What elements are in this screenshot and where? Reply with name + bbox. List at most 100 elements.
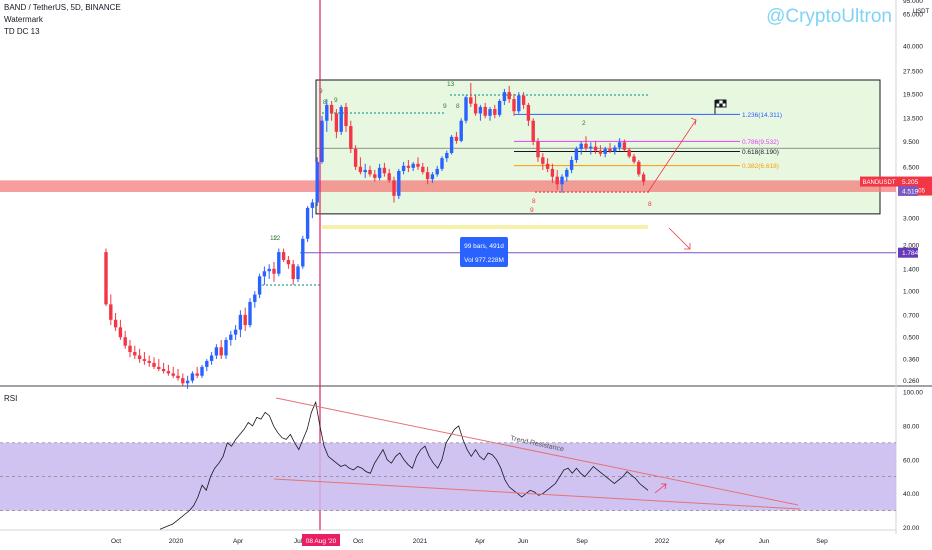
rsi-axis-tick: 60.00 <box>903 457 920 464</box>
rsi-title: RSI <box>4 394 18 403</box>
td-count-label: 12 <box>273 235 281 242</box>
candle-body <box>397 171 401 196</box>
candle-body <box>181 378 185 384</box>
price-tag-value: 1.784 <box>902 250 919 257</box>
time-axis-tick: Apr <box>715 538 726 545</box>
candle-body <box>387 173 391 181</box>
date-cursor-label: 08 Aug '20 <box>306 538 337 545</box>
candle-body <box>349 126 353 149</box>
price-axis-tick: 40.000 <box>903 44 923 51</box>
candle-body <box>262 271 267 277</box>
candle-body <box>315 161 319 203</box>
td-count-label: 9 <box>334 97 338 104</box>
rsi-axis-tick: 100.00 <box>903 390 923 397</box>
candle-body <box>411 163 415 168</box>
symbol-price-tag <box>860 176 898 187</box>
candle-body <box>209 355 214 361</box>
target-flag-check <box>716 100 720 104</box>
candle-body <box>382 167 387 174</box>
candle-body <box>392 180 396 196</box>
candle-body <box>195 373 199 376</box>
td-count-label: 8 <box>456 103 460 110</box>
candle-body <box>344 106 348 127</box>
candle-body <box>104 252 108 305</box>
candle-body <box>334 113 339 132</box>
candle-body <box>416 163 420 167</box>
projection-arrow-down <box>668 227 691 250</box>
candle-body <box>296 266 300 280</box>
candle-body <box>205 360 209 367</box>
rsi-axis-tick: 20.00 <box>903 525 920 532</box>
price-axis-tick: 0.260 <box>903 378 920 385</box>
candle-body <box>166 371 171 374</box>
candle-body <box>603 148 607 154</box>
price-axis-tick: 6.500 <box>903 164 920 171</box>
candle-body <box>502 92 507 101</box>
candle-body <box>161 368 166 372</box>
candle-body <box>113 319 118 328</box>
candle-body <box>185 380 190 384</box>
candle-body <box>574 148 579 161</box>
candle-body <box>137 355 142 360</box>
candle-body <box>320 120 324 162</box>
last-price-value: 5.205 <box>902 179 919 186</box>
price-axis-tick: 0.500 <box>903 335 920 342</box>
candle-body <box>157 366 161 369</box>
candle-body <box>301 238 305 267</box>
candle-body <box>176 375 180 379</box>
rsi-axis-tick: 80.00 <box>903 423 920 430</box>
candle-body <box>272 268 276 274</box>
candle-body <box>555 176 559 185</box>
time-axis-tick: Apr <box>475 538 486 545</box>
candle-body <box>464 97 468 121</box>
td-count-label: 2 <box>582 120 586 127</box>
fib-level-label: 0.618(8.190) <box>742 149 779 156</box>
candle-body <box>608 148 612 152</box>
candle-body <box>531 120 535 142</box>
measure-box <box>460 237 508 267</box>
candle-body <box>118 327 123 338</box>
candle-body <box>224 339 228 356</box>
candle-body <box>310 202 315 208</box>
rsi-series-line <box>159 400 649 530</box>
candle-body <box>373 174 377 178</box>
price-axis-tick: 19.500 <box>903 91 923 98</box>
candle-body <box>286 259 291 265</box>
candle-body <box>133 352 137 356</box>
candle-body <box>579 143 583 149</box>
projection-arrow-head <box>684 243 691 250</box>
candle-body <box>248 301 252 326</box>
price-axis-tick: 9.500 <box>903 139 920 146</box>
candle-body <box>440 158 444 169</box>
price-axis-tick: 95.000 <box>903 0 923 5</box>
price-axis-tick: 3.000 <box>903 216 920 223</box>
price-axis-tick: 2.000 <box>903 243 920 250</box>
candle-body <box>536 141 540 158</box>
candle-body <box>445 152 449 159</box>
td-count-label: 8 <box>323 99 327 106</box>
candle-body <box>565 169 569 177</box>
candle-body <box>267 268 271 272</box>
channel-rectangle <box>315 79 881 215</box>
rsi-arrow-head <box>661 483 667 490</box>
candle-body <box>613 147 617 152</box>
indicator-watermark-label: Watermark <box>4 15 43 24</box>
price-axis-tick: 13.500 <box>903 116 923 123</box>
trend-support-line <box>273 478 801 510</box>
price-axis-tick: 27.500 <box>903 68 923 75</box>
time-axis-tick: 2021 <box>413 538 428 545</box>
candle-body <box>449 136 454 153</box>
candle-body <box>569 160 574 170</box>
candle-body <box>473 103 478 114</box>
price-axis-tick: 0.700 <box>903 312 920 319</box>
candle-body <box>339 106 343 132</box>
candle-body <box>430 174 435 180</box>
candle-body <box>377 167 382 178</box>
candle-body <box>526 104 531 121</box>
candle-body <box>425 172 430 180</box>
rsi-axis-tick: 40.00 <box>903 491 920 498</box>
time-axis-tick: Oct <box>353 538 363 545</box>
candle-body <box>550 168 555 177</box>
candle-body <box>622 142 627 150</box>
candle-body <box>358 166 363 173</box>
